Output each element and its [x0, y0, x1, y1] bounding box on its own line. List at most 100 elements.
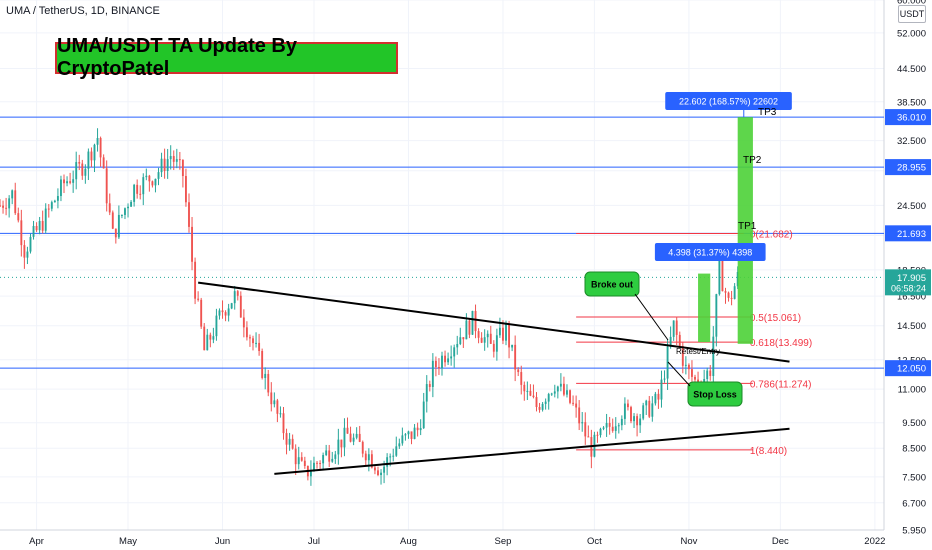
- current-price-text: 17.905: [897, 273, 926, 284]
- candle-body: [29, 236, 32, 252]
- measure-label-large: 22.602 (168.57%) 22602: [665, 92, 792, 110]
- candle-body: [620, 418, 623, 426]
- stop-loss-pointer: [667, 361, 691, 387]
- candle-body: [456, 344, 459, 348]
- candle-body: [730, 297, 733, 299]
- candle-body: [447, 358, 450, 363]
- candle-body: [242, 317, 245, 328]
- candle-body: [529, 390, 532, 396]
- candle-body: [483, 337, 486, 343]
- time-tick-label: May: [119, 536, 137, 547]
- candle-body: [331, 458, 334, 462]
- candle-body: [343, 427, 346, 448]
- price-tick-label: 32.500: [897, 136, 926, 147]
- candle-body: [69, 181, 72, 183]
- candle-body: [14, 190, 17, 214]
- candle-body: [691, 369, 693, 377]
- candle-body: [47, 208, 50, 210]
- candle-body: [541, 403, 544, 410]
- candle-body: [721, 260, 724, 292]
- candle-body: [72, 179, 75, 183]
- candle-body: [261, 350, 264, 378]
- candle-body: [608, 423, 611, 427]
- analysis-banner: UMA/USDT TA Update By CryptoPatel: [55, 35, 398, 80]
- candle-body: [87, 151, 90, 169]
- candle-body: [264, 373, 267, 378]
- candle-body: [517, 369, 520, 373]
- price-tag-bg: [885, 109, 931, 126]
- candle-body: [596, 434, 599, 436]
- candle-body: [401, 435, 404, 444]
- candle-body: [93, 144, 96, 161]
- candle-body: [227, 308, 230, 316]
- candle-body: [169, 156, 172, 160]
- candle-body: [706, 370, 709, 380]
- candle-body: [249, 337, 251, 339]
- candle-body: [191, 226, 193, 262]
- candle-body: [99, 138, 102, 158]
- candle-body: [26, 251, 29, 258]
- candle-body: [178, 159, 181, 161]
- candle-body: [559, 383, 562, 387]
- candle-body: [370, 454, 373, 468]
- candle-body: [20, 220, 23, 246]
- candle-body: [486, 333, 489, 338]
- candle-body: [364, 453, 367, 461]
- candle-body: [498, 327, 501, 336]
- candle-body: [666, 346, 669, 379]
- price-tick-label: 8.500: [902, 444, 926, 455]
- candle-body: [63, 179, 65, 184]
- candle-body: [581, 422, 584, 424]
- time-tick-label: Sep: [495, 536, 512, 547]
- candle-body: [709, 370, 712, 376]
- candle-body: [215, 315, 218, 337]
- fib-level-label: 1(8.440): [750, 446, 787, 457]
- candle-body: [623, 403, 626, 419]
- candle-body: [230, 303, 233, 309]
- candle-body: [294, 448, 297, 465]
- price-tag-bg: [885, 159, 931, 176]
- price-tick-label: 14.500: [897, 321, 926, 332]
- candle-body: [410, 431, 413, 439]
- time-tick-label: Jul: [308, 536, 320, 547]
- candle-body: [526, 390, 529, 392]
- candle-body: [255, 342, 258, 344]
- candle-body: [453, 347, 456, 357]
- currency-scale-button[interactable]: USDT: [898, 5, 926, 23]
- candle-body: [441, 355, 443, 369]
- candle-body: [0, 205, 1, 207]
- candle-body: [114, 228, 117, 238]
- candle-body: [44, 208, 47, 231]
- candle-body: [56, 196, 59, 201]
- candle-body: [212, 336, 215, 340]
- candle-body: [511, 344, 514, 348]
- candle-body: [630, 407, 632, 422]
- candle-body: [657, 393, 660, 400]
- candle-body: [380, 472, 382, 476]
- candle-body: [416, 427, 419, 431]
- candle-body: [413, 427, 416, 439]
- candle-body: [53, 200, 56, 203]
- candle-body: [102, 157, 105, 169]
- candle-body: [117, 214, 120, 238]
- price-tick-label: 6.700: [902, 498, 926, 509]
- time-tick-label: Nov: [680, 536, 697, 547]
- candle-body: [480, 337, 483, 343]
- candle-body: [550, 393, 553, 395]
- time-tick-label: 2022: [864, 536, 885, 547]
- candle-body: [111, 212, 114, 229]
- stop-loss-callout: Stop Loss: [687, 381, 743, 407]
- candle-body: [520, 372, 523, 385]
- candle-body: [505, 324, 507, 341]
- candle-body: [431, 360, 434, 387]
- candle-body: [367, 454, 370, 461]
- candle-body: [127, 206, 129, 209]
- candle-body: [605, 423, 608, 428]
- candle-body: [648, 400, 651, 417]
- candle-body: [523, 384, 526, 392]
- candle-body: [611, 426, 614, 431]
- candle-body: [584, 422, 587, 437]
- candle-body: [569, 390, 571, 403]
- candle-body: [276, 400, 279, 414]
